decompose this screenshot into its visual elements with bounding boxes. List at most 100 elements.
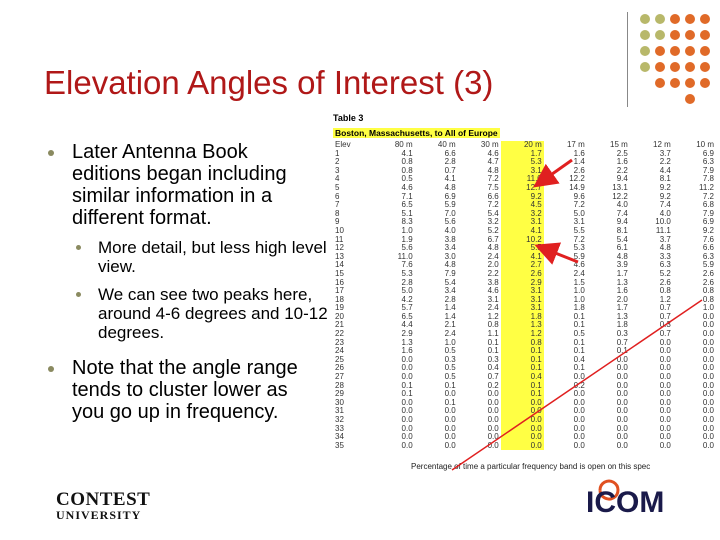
table-cell: 14.9: [569, 182, 585, 192]
column-header: 10 m: [696, 140, 714, 149]
table-cell: 0.0: [702, 389, 714, 399]
table-row: 16 2.8 5.4 3.8 2.9 1.5 1.3 2.6 2.6: [333, 277, 716, 288]
decor-dot: [700, 14, 710, 24]
table-cell: 0.0: [702, 346, 714, 356]
table-cell: 4.8: [616, 251, 628, 261]
table-cell: 1.0: [401, 225, 413, 235]
table-cell: 16: [335, 277, 344, 287]
bullet-marker: [76, 245, 81, 250]
table-cell: 25: [335, 354, 344, 364]
table-cell: 4.8: [659, 243, 671, 253]
decor-dot: [685, 78, 695, 88]
table-cell: 0.1: [444, 380, 456, 390]
decor-dot: [640, 30, 650, 40]
table-cell: 6.3: [659, 260, 671, 270]
table-cell: 5.1: [401, 208, 413, 218]
table-footnote: Percentage of time a particular frequenc…: [411, 462, 651, 471]
table-cell: 6.6: [702, 243, 714, 253]
table-row: 30 0.0 0.1 0.0 0.0 0.0 0.0 0.0 0.0: [333, 397, 716, 408]
table-row: 25 0.0 0.3 0.3 0.1 0.4 0.0 0.0 0.0: [333, 354, 716, 365]
table-cell: 0.0: [401, 432, 413, 442]
table-cell: 2.2: [487, 268, 499, 278]
table-cell: 10: [335, 225, 344, 235]
decor-dot: [670, 62, 680, 72]
table-cell: 6.5: [401, 311, 413, 321]
decor-dot: [670, 30, 680, 40]
table-cell: 0.5: [444, 346, 456, 356]
table-cell: 32: [335, 415, 344, 424]
table-cell: 6.3: [702, 157, 714, 167]
table-cell: 3.9: [616, 260, 628, 270]
table-row: 2 0.8 2.8 4.7 5.3 1.4 1.6 2.2 6.3: [333, 158, 716, 167]
table-cell: 3.4: [444, 286, 456, 296]
table-row: 11 1.9 3.8 6.7 10.2 7.2 5.4 3.7 7.6: [333, 234, 716, 245]
table-cell: 6.8: [702, 200, 714, 210]
table-cell: 7.6: [401, 260, 413, 270]
table-row: 18 4.2 2.8 3.1 3.1 1.0 2.0 1.2 0.8: [333, 294, 716, 305]
column-header: 20 m: [500, 140, 544, 150]
table-cell: 0.8: [401, 157, 413, 167]
table-cell: 1.0: [702, 303, 714, 313]
table-cell: 0.0: [702, 415, 714, 424]
table-cell: 0.0: [401, 397, 413, 407]
table-cell: 3.4: [444, 243, 456, 253]
table-cell: 28: [335, 380, 344, 390]
table-cell: 3.2: [487, 217, 499, 227]
table-cell: 30: [335, 397, 344, 407]
table-cell: 5.4: [616, 234, 628, 244]
bullet-marker: [76, 292, 81, 297]
table-cell: 3.3: [659, 251, 671, 261]
table-cell: 1.6: [573, 148, 585, 158]
table-row: 26 0.0 0.5 0.4 0.1 0.1 0.0 0.0 0.0: [333, 363, 716, 374]
table-cell: 2.8: [444, 294, 456, 304]
table-cell: 12.2: [612, 191, 628, 201]
table-row: 17 5.0 3.4 4.6 3.1 1.0 1.6 0.8 0.8: [333, 286, 716, 296]
table-cell: 2.9: [500, 278, 544, 288]
table-cell: 18: [335, 294, 344, 304]
table-cell: 1: [335, 148, 340, 158]
table-cell: 1.6: [401, 346, 413, 356]
table-cell: 0.0: [702, 397, 714, 407]
decor-dot: [655, 14, 665, 24]
decor-dot: [670, 78, 680, 88]
table-cell: 4: [335, 174, 340, 184]
table-cell: 0.8: [702, 294, 714, 304]
table-cell: 7.1: [401, 191, 413, 201]
table-image: Table 3 Boston, Massachusetts, to All of…: [333, 113, 720, 473]
table-cell: 11.0: [397, 251, 413, 261]
table-cell: 0.0: [702, 440, 714, 450]
table-row: 6 7.1 6.9 6.6 9.2 9.6 12.2 9.2 7.2: [333, 191, 716, 202]
bullet-marker: [48, 150, 54, 156]
table-row: 24 1.6 0.5 0.1 0.1 0.1 0.1 0.0 0.0: [333, 347, 716, 356]
table-cell: 3.1: [500, 286, 544, 296]
table-cell: 6.7: [487, 234, 499, 244]
table-cell: 0.0: [487, 440, 499, 450]
table-cell: 0.5: [444, 363, 456, 373]
table-cell: 5.9: [573, 251, 585, 261]
table-cell: 9.2: [702, 225, 714, 235]
table-cell: 0.0: [659, 440, 671, 450]
table-cell: 9.6: [573, 191, 585, 201]
table-cell: 2.2: [616, 165, 628, 175]
table-row: 34 0.0 0.0 0.0 0.0 0.0 0.0 0.0 0.0: [333, 433, 716, 442]
table-cell: 4.6: [401, 182, 413, 192]
table-cell: 5.9: [702, 260, 714, 270]
table-cell: 0.8: [659, 286, 671, 296]
table-cell: 1.4: [444, 303, 456, 313]
table-cell: 35: [335, 440, 344, 450]
table-cell: 7.5: [487, 182, 499, 192]
table-cell: 34: [335, 432, 344, 442]
table-cell: 8.3: [401, 217, 413, 227]
table-cell: 2: [335, 157, 340, 167]
table-cell: 5.3: [500, 158, 544, 167]
table-row: 3 0.8 0.7 4.8 3.1 2.6 2.2 4.4 7.9: [333, 165, 716, 176]
table-row: 1 4.1 6.6 4.6 1.7 1.6 2.5 3.7 6.9: [333, 148, 716, 159]
table-row: 4 0.5 4.1 7.2 11.0 12.2 9.4 8.1 7.8: [333, 175, 716, 184]
table-cell: 0.0: [444, 415, 456, 424]
table-cell: 12.2: [569, 174, 585, 184]
bullet-marker: [48, 366, 54, 372]
column-header: 40 m: [437, 140, 456, 149]
table-cell: 0.0: [444, 440, 456, 450]
table-cell: 5.3: [401, 268, 413, 278]
table-header-row: Elev 80 m 40 m 30 m 20 m 17 m 15 m 12 m 10 m: [333, 140, 716, 150]
